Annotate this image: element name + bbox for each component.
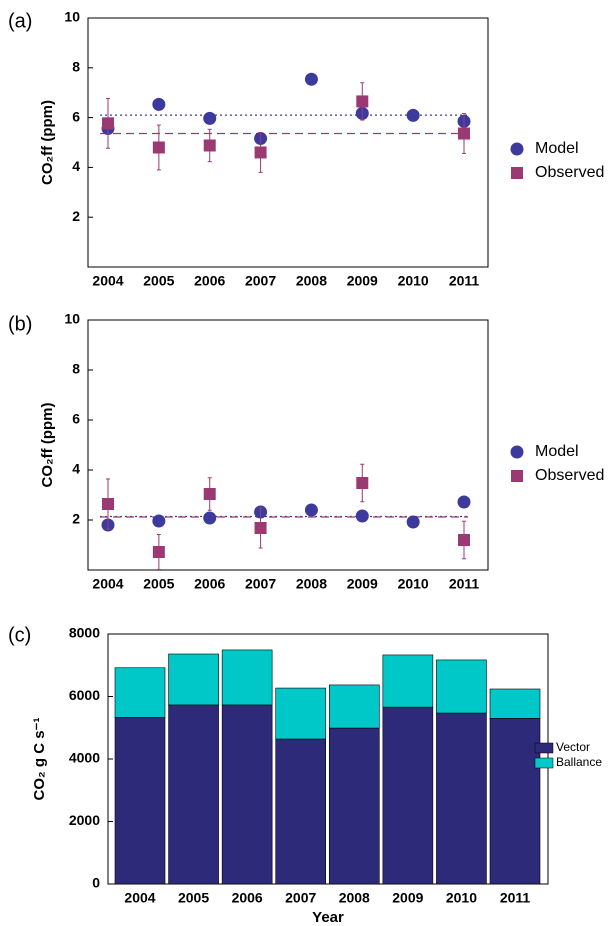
- model-point: [203, 511, 217, 525]
- y-tick-label: 2: [72, 511, 80, 527]
- observed-point: [458, 534, 470, 546]
- observed-point: [254, 146, 267, 159]
- bar-segment: [489, 718, 541, 885]
- model-point: [304, 503, 318, 517]
- model-point: [457, 495, 471, 509]
- bar-segment: [221, 649, 273, 706]
- x-tick-label: 2009: [347, 576, 378, 592]
- model-point: [203, 111, 217, 125]
- legend-marker: [510, 142, 524, 156]
- legend-label: Model: [535, 140, 579, 157]
- observed-point: [254, 522, 267, 534]
- x-tick-label: 2008: [296, 576, 327, 592]
- x-tick-label: 2006: [194, 576, 225, 592]
- legend-label: Observed: [535, 467, 604, 484]
- observed-point: [152, 546, 165, 558]
- y-tick-label: 8000: [69, 625, 100, 641]
- x-tick-label: 2011: [500, 890, 531, 906]
- observed-point: [203, 139, 216, 152]
- observed-point: [152, 141, 165, 154]
- legend-swatch: [534, 757, 554, 769]
- y-tick-label: 0: [92, 875, 100, 891]
- x-tick-label: 2004: [92, 576, 123, 592]
- x-tick-label: 2007: [245, 576, 276, 592]
- observed-point: [356, 95, 369, 108]
- x-tick-label: 2004: [124, 890, 155, 906]
- y-tick-label: 10: [64, 311, 80, 327]
- bar-segment: [382, 654, 434, 708]
- x-tick-label: 2005: [178, 890, 209, 906]
- y-tick-label: 2000: [69, 812, 100, 828]
- y-tick-label: 2: [72, 208, 80, 224]
- y-tick-label: 6000: [69, 687, 100, 703]
- bar-segment: [328, 727, 380, 885]
- legend-label: Ballance: [556, 755, 602, 769]
- bar-segment: [168, 704, 219, 885]
- observed-point: [102, 117, 114, 130]
- x-tick-label: 2007: [245, 273, 276, 289]
- x-tick-label: 2010: [398, 576, 429, 592]
- panel-label: (a): [8, 10, 32, 32]
- y-tick-label: 4: [72, 461, 80, 477]
- y-tick-label: 10: [64, 9, 80, 25]
- model-point: [406, 515, 420, 529]
- bar-segment: [436, 659, 487, 714]
- y-tick-label: 4000: [69, 750, 100, 766]
- x-tick-label: 2010: [446, 890, 477, 906]
- legend-marker: [510, 445, 524, 459]
- plot-frame: [87, 17, 489, 268]
- observed-point: [102, 498, 114, 510]
- y-tick-label: 8: [72, 361, 80, 377]
- x-tick-label: 2009: [392, 890, 423, 906]
- y-tick-label: 4: [72, 158, 80, 174]
- x-tick-label: 2007: [285, 890, 316, 906]
- bar-segment: [275, 687, 327, 740]
- legend-swatch: [534, 742, 554, 754]
- legend-marker: [511, 167, 523, 179]
- observed-point: [356, 477, 369, 489]
- x-axis-label: Year: [312, 909, 344, 926]
- x-tick-label: 2009: [347, 273, 378, 289]
- panel-label: (c): [8, 624, 31, 646]
- x-tick-label: 2008: [296, 273, 327, 289]
- model-point: [355, 509, 369, 523]
- model-point: [406, 108, 420, 122]
- bar-segment: [489, 688, 541, 719]
- legend-label: Model: [535, 443, 579, 460]
- y-axis-label: CO₂ g C s⁻¹: [31, 718, 48, 801]
- y-tick-label: 8: [72, 59, 80, 75]
- panel-label: (b): [8, 313, 32, 335]
- legend-label: Vector: [556, 740, 590, 754]
- model-point: [304, 72, 318, 86]
- y-axis-label: CO₂ff (ppm): [39, 403, 56, 488]
- bar-segment: [114, 717, 166, 885]
- legend-label: Observed: [535, 164, 604, 181]
- bar-segment: [436, 712, 487, 885]
- x-tick-label: 2011: [449, 576, 480, 592]
- bar-segment: [275, 738, 327, 885]
- bar-segment: [168, 653, 219, 706]
- x-tick-label: 2004: [92, 273, 123, 289]
- x-tick-label: 2008: [339, 890, 370, 906]
- bar-segment: [382, 706, 434, 885]
- y-tick-label: 6: [72, 411, 80, 427]
- bar-segment: [114, 667, 166, 718]
- bar-segment: [328, 684, 380, 729]
- x-tick-label: 2006: [232, 890, 263, 906]
- bar-segment: [221, 704, 273, 885]
- y-tick-label: 6: [72, 108, 80, 124]
- observed-point: [458, 127, 470, 140]
- x-tick-label: 2011: [449, 273, 480, 289]
- y-axis-label: CO₂ff (ppm): [39, 100, 56, 185]
- legend-marker: [511, 470, 523, 482]
- x-tick-label: 2005: [143, 273, 174, 289]
- observed-point: [203, 488, 216, 500]
- x-tick-label: 2006: [194, 273, 225, 289]
- model-point: [152, 97, 166, 111]
- model-point: [152, 514, 166, 528]
- plot-frame: [87, 319, 489, 571]
- x-tick-label: 2010: [398, 273, 429, 289]
- x-tick-label: 2005: [143, 576, 174, 592]
